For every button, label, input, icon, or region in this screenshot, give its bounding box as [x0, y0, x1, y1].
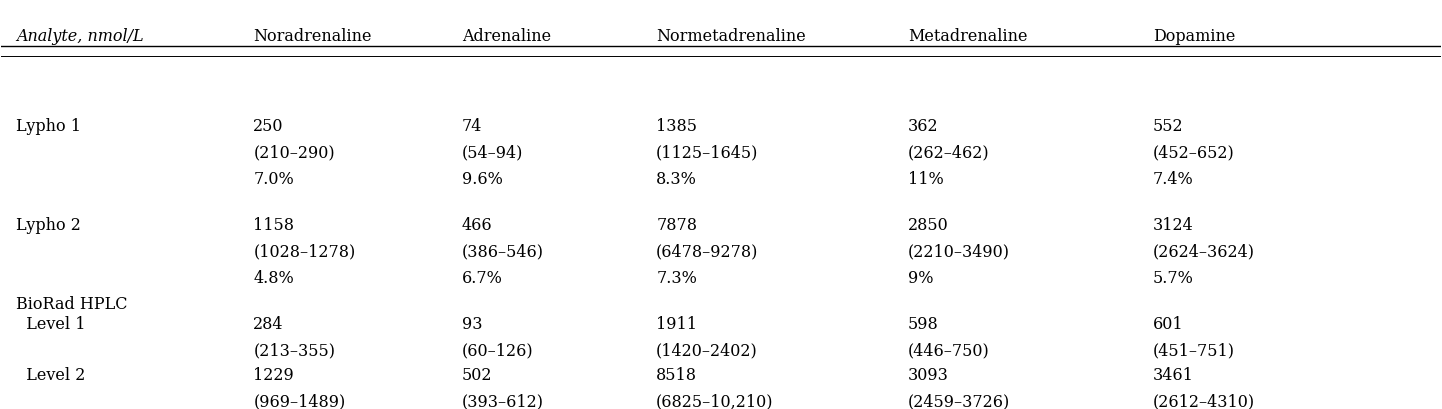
- Text: 5.7%: 5.7%: [1152, 269, 1194, 286]
- Text: Lypho 2: Lypho 2: [16, 216, 81, 233]
- Text: 601: 601: [1152, 315, 1184, 332]
- Text: 362: 362: [908, 117, 939, 134]
- Text: (1125–1645): (1125–1645): [656, 144, 758, 161]
- Text: (2459–3726): (2459–3726): [908, 393, 1011, 409]
- Text: Adrenaline: Adrenaline: [461, 28, 551, 45]
- Text: 598: 598: [908, 315, 939, 332]
- Text: (1420–2402): (1420–2402): [656, 342, 758, 358]
- Text: 4.8%: 4.8%: [254, 269, 294, 286]
- Text: (2210–3490): (2210–3490): [908, 243, 1009, 260]
- Text: (446–750): (446–750): [908, 342, 989, 358]
- Text: (386–546): (386–546): [461, 243, 544, 260]
- Text: (262–462): (262–462): [908, 144, 989, 161]
- Text: 3124: 3124: [1152, 216, 1194, 233]
- Text: (452–652): (452–652): [1152, 144, 1234, 161]
- Text: 2850: 2850: [908, 216, 949, 233]
- Text: Noradrenaline: Noradrenaline: [254, 28, 372, 45]
- Text: (213–355): (213–355): [254, 342, 335, 358]
- Text: (2624–3624): (2624–3624): [1152, 243, 1255, 260]
- Text: 7.3%: 7.3%: [656, 269, 696, 286]
- Text: (393–612): (393–612): [461, 393, 544, 409]
- Text: (54–94): (54–94): [461, 144, 523, 161]
- Text: 9.6%: 9.6%: [461, 171, 503, 187]
- Text: 1158: 1158: [254, 216, 294, 233]
- Text: 3093: 3093: [908, 366, 949, 383]
- Text: (210–290): (210–290): [254, 144, 335, 161]
- Text: 502: 502: [461, 366, 492, 383]
- Text: (969–1489): (969–1489): [254, 393, 346, 409]
- Text: Normetadrenaline: Normetadrenaline: [656, 28, 806, 45]
- Text: Level 1: Level 1: [16, 315, 85, 332]
- Text: 1911: 1911: [656, 315, 698, 332]
- Text: (6825–10,210): (6825–10,210): [656, 393, 774, 409]
- Text: 9%: 9%: [908, 269, 933, 286]
- Text: Lypho 1: Lypho 1: [16, 117, 81, 134]
- Text: 8518: 8518: [656, 366, 698, 383]
- Text: 552: 552: [1152, 117, 1184, 134]
- Text: (6478–9278): (6478–9278): [656, 243, 758, 260]
- Text: 250: 250: [254, 117, 284, 134]
- Text: 11%: 11%: [908, 171, 945, 187]
- Text: 7.4%: 7.4%: [1152, 171, 1194, 187]
- Text: (2612–4310): (2612–4310): [1152, 393, 1255, 409]
- Text: 7878: 7878: [656, 216, 698, 233]
- Text: (60–126): (60–126): [461, 342, 534, 358]
- Text: 93: 93: [461, 315, 483, 332]
- Text: 284: 284: [254, 315, 284, 332]
- Text: Analyte, nmol/L: Analyte, nmol/L: [16, 28, 143, 45]
- Text: Dopamine: Dopamine: [1152, 28, 1236, 45]
- Text: 3461: 3461: [1152, 366, 1194, 383]
- Text: 7.0%: 7.0%: [254, 171, 294, 187]
- Text: (1028–1278): (1028–1278): [254, 243, 356, 260]
- Text: 74: 74: [461, 117, 482, 134]
- Text: BioRad HPLC: BioRad HPLC: [16, 296, 127, 313]
- Text: 466: 466: [461, 216, 493, 233]
- Text: Level 2: Level 2: [16, 366, 85, 383]
- Text: 8.3%: 8.3%: [656, 171, 696, 187]
- Text: Metadrenaline: Metadrenaline: [908, 28, 1028, 45]
- Text: 6.7%: 6.7%: [461, 269, 503, 286]
- Text: 1385: 1385: [656, 117, 698, 134]
- Text: (451–751): (451–751): [1152, 342, 1234, 358]
- Text: 1229: 1229: [254, 366, 294, 383]
